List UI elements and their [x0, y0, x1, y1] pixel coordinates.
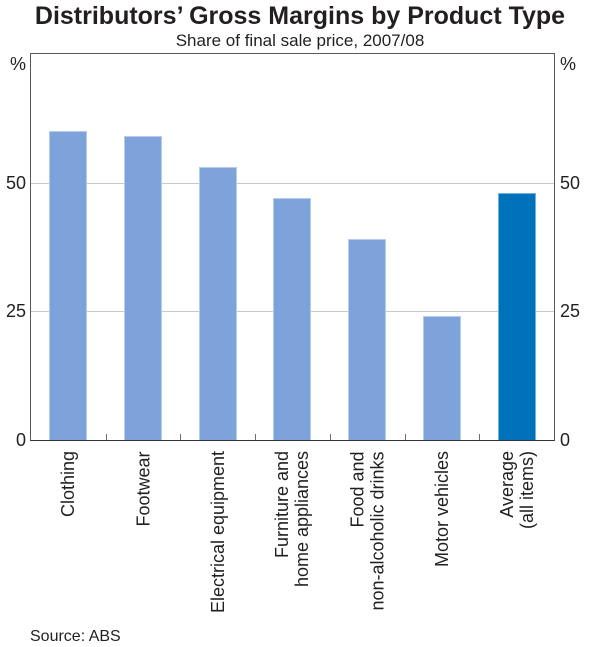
y-tick-label-left-0: 0 — [15, 430, 26, 450]
source-note: Source: ABS — [30, 628, 121, 645]
chart-title: Distributors’ Gross Margins by Product T… — [34, 2, 566, 30]
x-axis-tick — [180, 434, 181, 440]
bar-footwear — [124, 136, 162, 440]
category-label-electrical-equipment: Electrical equipment — [208, 450, 229, 614]
bar-motor-vehicles — [423, 316, 461, 440]
category-label-footwear: Footwear — [133, 451, 154, 527]
x-axis-tick — [330, 434, 331, 440]
x-axis-tick — [405, 434, 406, 440]
category-label-motor-vehicles: Motor vehicles — [432, 450, 453, 568]
bar-average-all-items — [498, 193, 536, 440]
y-tick-label-right-50: 50 — [560, 173, 581, 193]
y-tick-label-right-0: 0 — [560, 430, 571, 450]
bar-food-and-non-alcoholic-drinks — [348, 239, 386, 440]
y-axis-unit-right: % — [560, 54, 577, 74]
x-axis-tick — [479, 434, 480, 440]
category-label-clothing: Clothing — [58, 450, 79, 518]
category-label-furniture-and-home-appliances: Furniture and home appliances — [272, 450, 313, 588]
x-axis-tick — [255, 434, 256, 440]
plot-area — [30, 53, 555, 441]
bar-furniture-and-home-appliances — [273, 198, 311, 440]
y-tick-label-left-25: 25 — [5, 301, 26, 321]
category-label-average-all-items: Average (all items) — [497, 450, 538, 530]
bar-electrical-equipment — [199, 167, 237, 440]
y-axis-unit-left: % — [9, 54, 26, 74]
x-axis-tick — [106, 434, 107, 440]
y-tick-label-left-50: 50 — [5, 173, 26, 193]
gridline-50 — [31, 182, 554, 184]
category-label-food-and-non-alcoholic-drinks: Food and non-alcoholic drinks — [347, 451, 388, 611]
bar-clothing — [49, 131, 87, 440]
chart-subtitle: Share of final sale price, 2007/08 — [175, 31, 425, 50]
y-tick-label-right-25: 25 — [560, 301, 581, 321]
